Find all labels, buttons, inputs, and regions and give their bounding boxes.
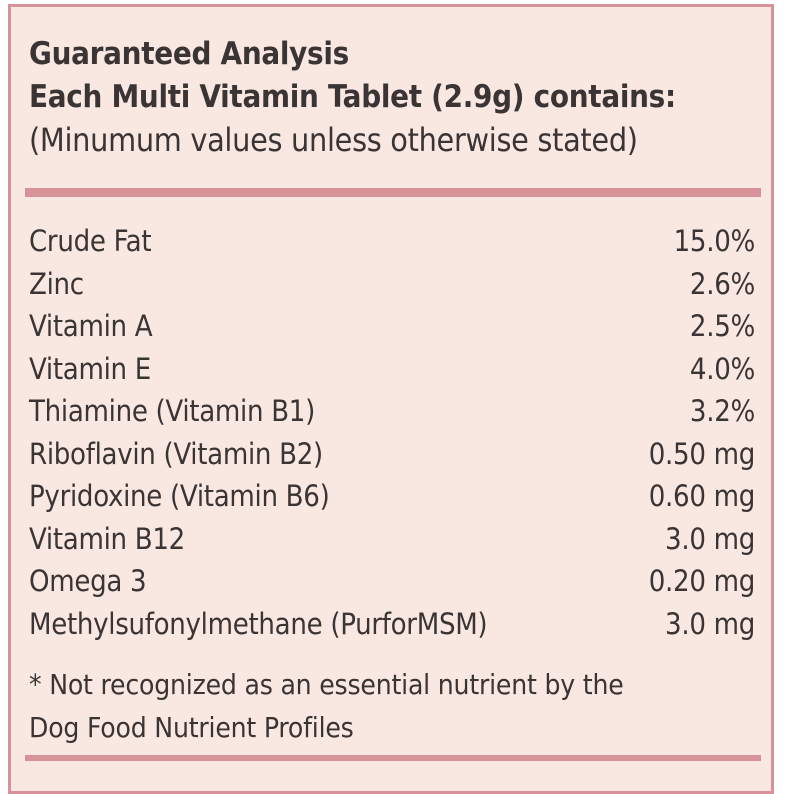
nutrient-row: Vitamin A 2.5% (29, 305, 755, 348)
nutrient-value: 15.0% (673, 224, 756, 258)
analysis-subtitle: Each Multi Vitamin Tablet (2.9g) contain… (29, 79, 676, 115)
nutrient-name: Vitamin E (29, 351, 151, 386)
nutrient-value: 4.0% (689, 351, 755, 386)
nutrient-row: Pyridoxine (Vitamin B6) 0.60 mg (29, 475, 755, 518)
nutrient-value: 2.6% (689, 266, 755, 301)
nutrient-name: Crude Fat (29, 224, 152, 258)
nutrient-value: 3.2% (689, 394, 755, 428)
nutrient-name: Methylsufonylmethane (PurforMSM) (29, 606, 488, 641)
nutrient-row: Riboflavin (Vitamin B2) 0.50 mg (29, 433, 755, 476)
nutrient-row: Vitamin E 4.0% (29, 348, 755, 391)
nutrient-value: 2.5% (689, 309, 755, 343)
footnote-line: * Not recognized as an essential nutrien… (29, 668, 624, 701)
nutrient-name: Riboflavin (Vitamin B2) (29, 436, 323, 471)
nutrient-row: Methylsufonylmethane (PurforMSM) 3.0 mg (29, 603, 755, 646)
analysis-heading: Guaranteed Analysis Each Multi Vitamin T… (29, 33, 753, 162)
nutrient-value: 3.0 mg (665, 606, 755, 641)
nutrient-name: Thiamine (Vitamin B1) (29, 394, 315, 428)
header-divider (25, 188, 761, 197)
analysis-note: (Minumum values unless otherwise stated) (29, 121, 638, 159)
nutrient-row: Zinc 2.6% (29, 263, 755, 306)
nutrient-value: 0.60 mg (648, 479, 756, 513)
guaranteed-analysis-panel: Guaranteed Analysis Each Multi Vitamin T… (8, 4, 774, 794)
nutrient-row: Vitamin B12 3.0 mg (29, 518, 755, 561)
nutrient-name: Omega 3 (29, 564, 147, 598)
nutrient-list: Crude Fat 15.0% Zinc 2.6% Vitamin A 2.5%… (29, 220, 755, 645)
nutrient-row: Omega 3 0.20 mg (29, 560, 755, 603)
nutrient-row: Crude Fat 15.0% (29, 220, 755, 263)
nutrient-value: 0.50 mg (648, 436, 756, 471)
nutrient-value: 0.20 mg (648, 564, 756, 598)
nutrient-value: 3.0 mg (665, 521, 755, 556)
nutrient-name: Zinc (29, 266, 84, 301)
footnote: * Not recognized as an essential nutrien… (29, 663, 755, 749)
nutrient-name: Vitamin A (29, 309, 153, 343)
nutrient-name: Vitamin B12 (29, 521, 185, 556)
analysis-title: Guaranteed Analysis (29, 36, 349, 72)
footer-divider (25, 755, 761, 761)
nutrient-row: Thiamine (Vitamin B1) 3.2% (29, 390, 755, 433)
footnote-line: Dog Food Nutrient Profiles (29, 711, 354, 744)
nutrient-name: Pyridoxine (Vitamin B6) (29, 479, 330, 513)
